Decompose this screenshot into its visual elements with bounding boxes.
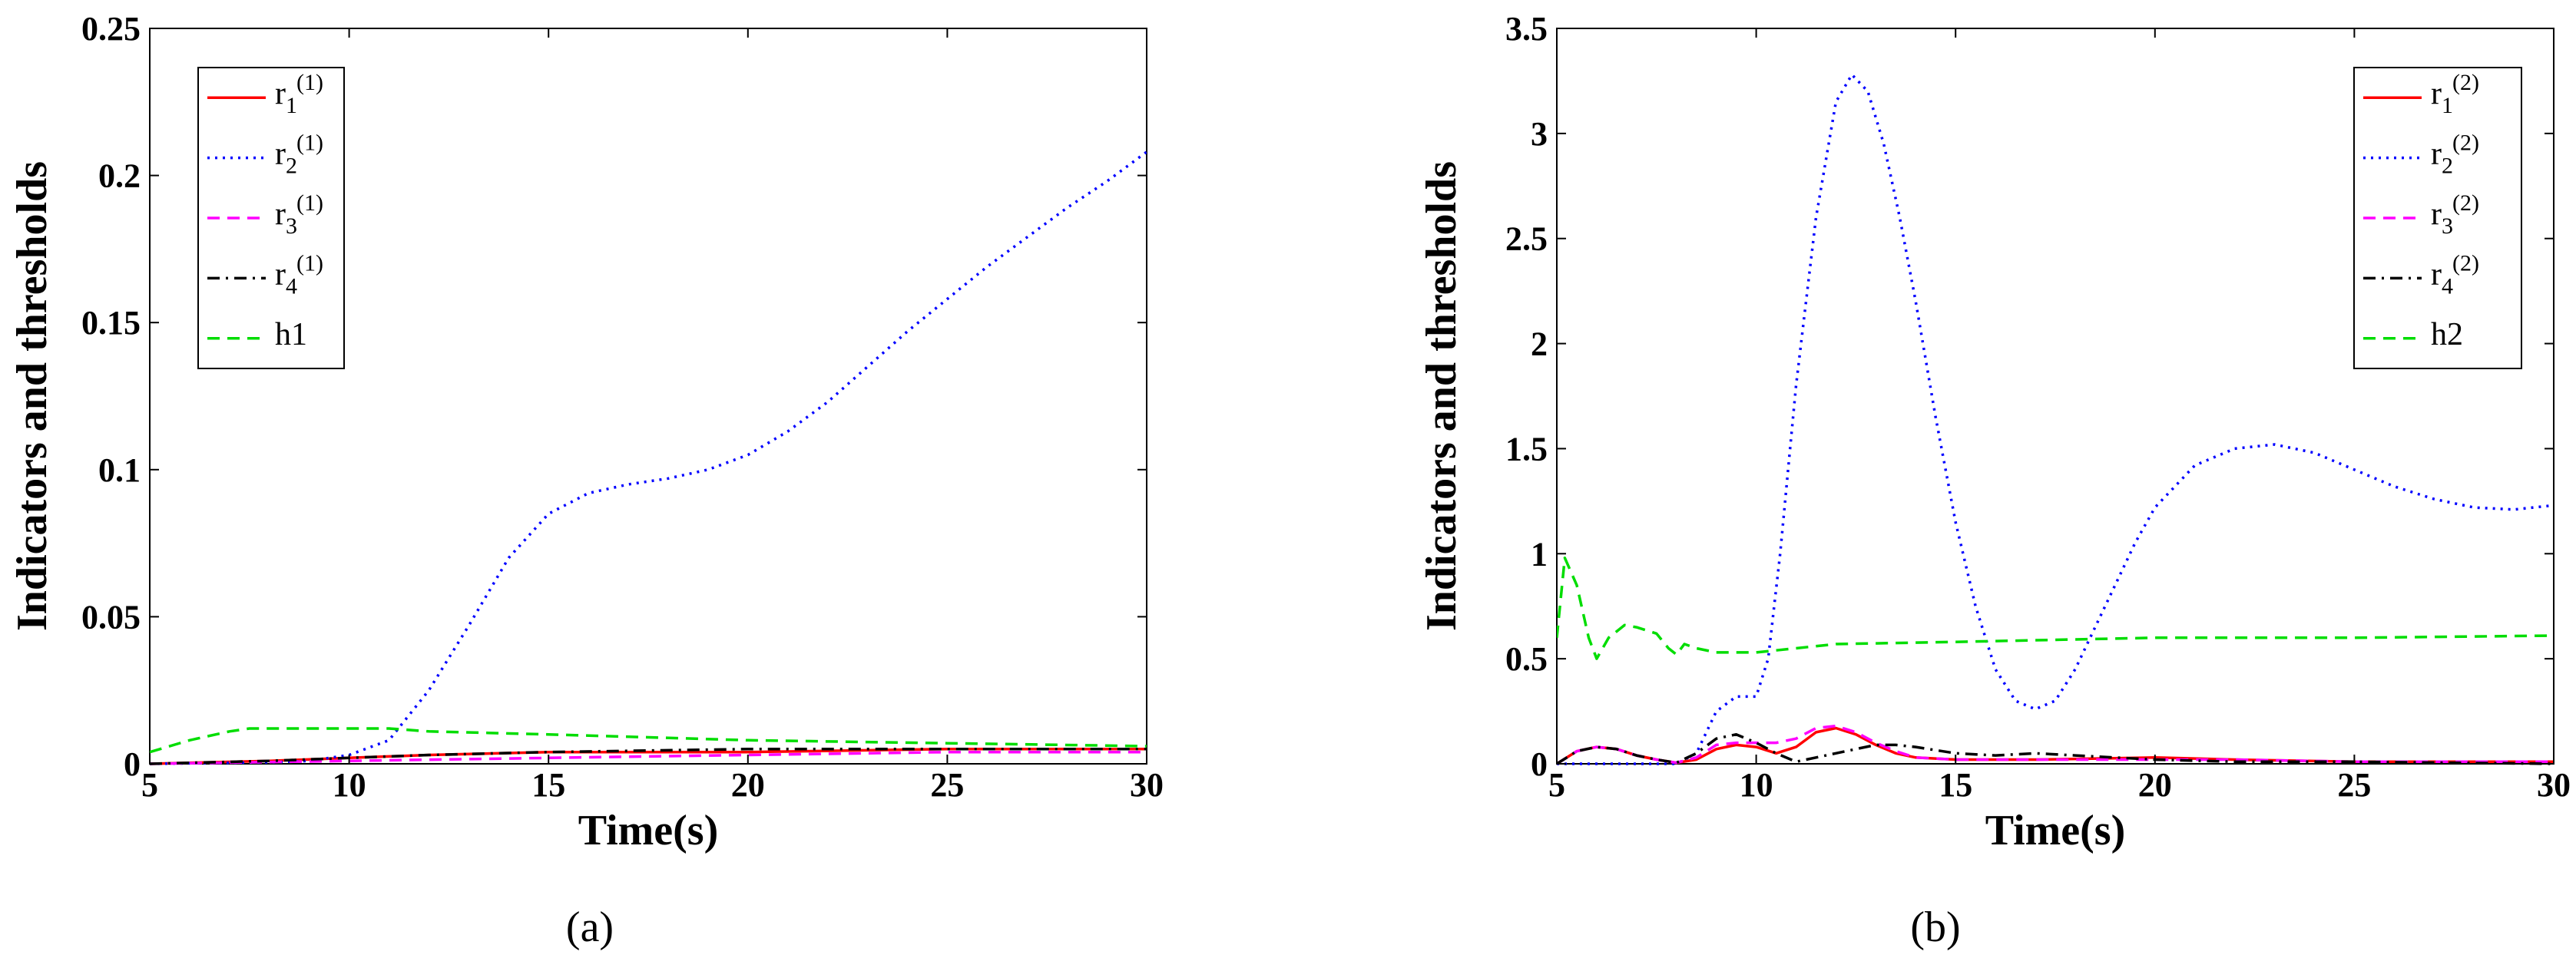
legend-label-superscript: (2) [2452, 190, 2479, 216]
legend-label-superscript: (1) [296, 130, 323, 156]
y-tick-label: 1 [1531, 535, 1548, 573]
y-tick-label: 0.25 [81, 10, 141, 48]
x-tick-label: 5 [141, 766, 158, 804]
h2-series-line [1557, 557, 2554, 660]
legend-box [197, 67, 345, 369]
legend-label: h1 [275, 317, 307, 352]
x-tick-label: 25 [2337, 766, 2371, 804]
series-group [1557, 73, 2554, 765]
legend-label: r4 [275, 256, 297, 299]
y-tick-label: 3 [1531, 115, 1548, 153]
y-tick-label: 0.2 [98, 157, 141, 195]
y-tick-label: 0.15 [81, 304, 141, 342]
y-tick-label: 1.5 [1505, 430, 1548, 467]
legend-label-superscript: (1) [296, 190, 323, 216]
x-tick-label: 5 [1548, 766, 1565, 804]
legend-label: r4 [2431, 256, 2453, 299]
y-axis-title: Indicators and thresholds [8, 161, 56, 631]
x-tick-label: 20 [731, 766, 765, 804]
panel-caption: (a) [566, 904, 614, 951]
r4-series-line [1557, 732, 2554, 765]
chart-panel-a: 5 10 15 20 25 30 0 0.05 0.1 0.15 0.2 0.25 Time(s) Ind… [8, 10, 1164, 951]
y-tick-label: 0.1 [98, 451, 141, 489]
x-tick-label: 15 [1939, 766, 1972, 804]
x-axis-title: Time(s) [1985, 807, 2126, 854]
x-tick-label: 30 [2537, 766, 2571, 804]
panel-caption: (b) [1910, 904, 1960, 951]
x-tick-label: 20 [2138, 766, 2172, 804]
x-tick-label: 15 [531, 766, 565, 804]
chart-panel-b: 5 10 15 20 25 30 0 0.5 1 1.5 2 2.5 3 3.5 Time(s) Indica… [1418, 10, 2571, 951]
legend-label-superscript: (1) [296, 70, 323, 95]
legend-label-superscript: (2) [2452, 130, 2479, 156]
legend-box [2353, 67, 2522, 369]
y-tick-label: 0.5 [1505, 640, 1548, 678]
legend: r1(1)r2(1)r3(1)r4(1)h1 [197, 67, 345, 369]
r3-series-line [150, 750, 1147, 765]
series-group [150, 150, 1147, 765]
y-tick-label: 2.5 [1505, 220, 1548, 258]
h1-series-line [150, 727, 1147, 754]
y-tick-label: 2 [1531, 325, 1548, 363]
legend: r1(2)r2(2)r3(2)r4(2)h2 [2353, 67, 2522, 369]
x-tick-label: 10 [1740, 766, 1773, 804]
legend-label: r3 [2431, 197, 2453, 239]
y-tick-label: 0 [1531, 745, 1548, 783]
x-tick-label: 10 [333, 766, 366, 804]
x-tick-label: 25 [930, 766, 964, 804]
legend-label-superscript: (2) [2452, 70, 2479, 95]
legend-label: r2 [275, 137, 297, 179]
legend-label: r2 [2431, 137, 2453, 179]
y-tick-label: 3.5 [1505, 10, 1548, 48]
x-axis-title: Time(s) [578, 807, 719, 854]
legend-label: r1 [275, 76, 297, 118]
legend-label-superscript: (2) [2452, 250, 2479, 276]
legend-label: r3 [275, 197, 297, 239]
y-tick-label: 0 [124, 745, 141, 783]
y-axis-title: Indicators and thresholds [1418, 161, 1465, 631]
legend-label: h2 [2431, 317, 2463, 352]
r4-series-line [150, 748, 1147, 765]
legend-label-superscript: (1) [296, 250, 323, 276]
legend-label: r1 [2431, 76, 2453, 118]
y-tick-label: 0.05 [81, 598, 141, 636]
x-tick-label: 30 [1130, 766, 1164, 804]
